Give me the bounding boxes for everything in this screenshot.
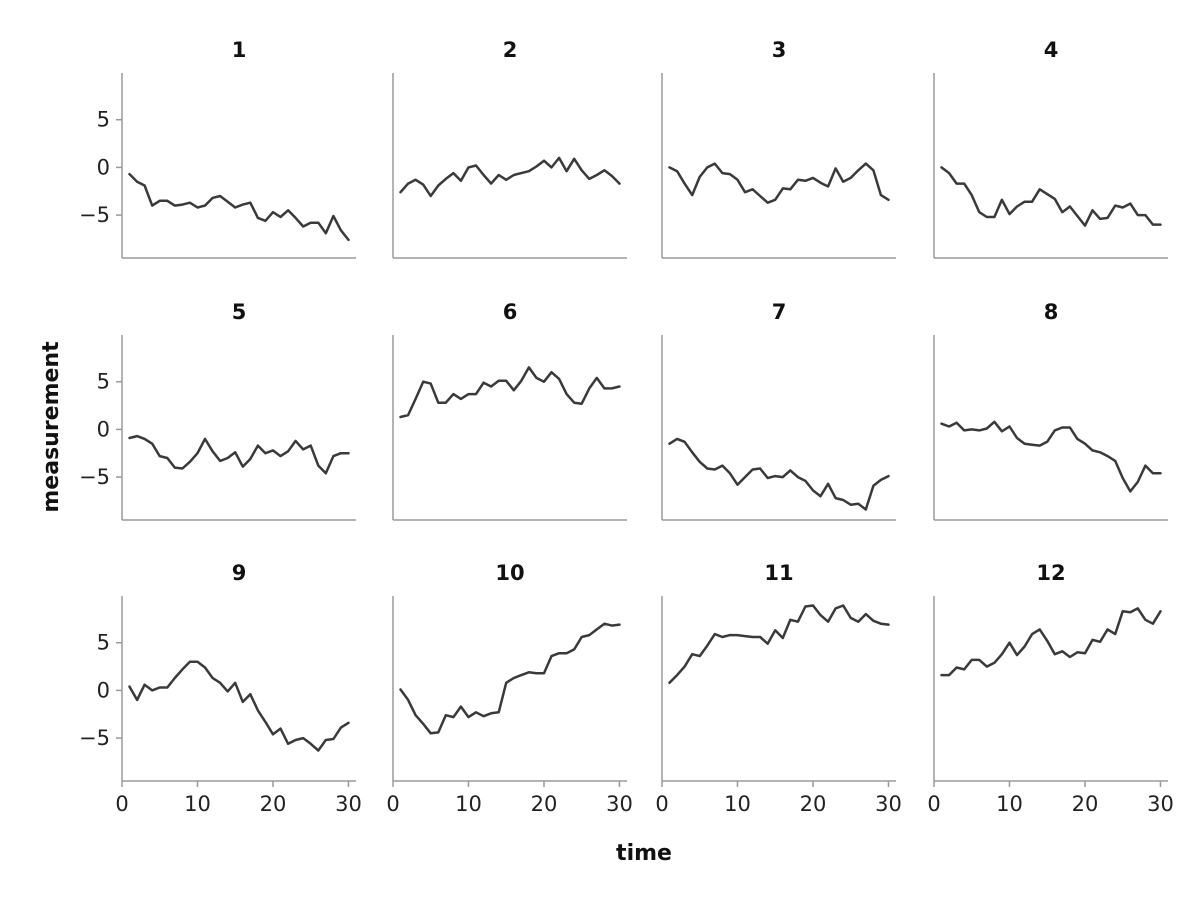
y-tick-label: 5 (97, 108, 110, 132)
y-tick-label: −5 (79, 726, 110, 750)
facet-panel-10: 10 0 10 20 30 (386, 561, 633, 816)
panel-title: 11 (764, 561, 793, 585)
panel-title: 6 (503, 300, 518, 324)
facet-panel-6: 6 (393, 300, 627, 520)
series-line-11 (670, 606, 889, 683)
x-axis-title: time (616, 841, 672, 866)
x-tick-label: 10 (996, 792, 1023, 816)
x-tick-label: 20 (800, 792, 827, 816)
facet-panel-3: 3 (662, 38, 896, 258)
panel-title: 1 (232, 38, 247, 62)
series-line-1 (130, 174, 349, 240)
x-tick-label: 30 (335, 792, 362, 816)
series-line-6 (401, 367, 620, 417)
panel-title: 2 (503, 38, 518, 62)
x-tick-label: 10 (184, 792, 211, 816)
y-tick-label: 5 (97, 370, 110, 394)
y-tick-label: 0 (97, 678, 110, 702)
series-line-10 (401, 624, 620, 734)
series-line-12 (942, 608, 1161, 675)
facet-panel-2: 2 (393, 38, 627, 258)
facet-panel-11: 11 0 10 20 30 (655, 561, 902, 816)
x-tick-label: 30 (1147, 792, 1174, 816)
x-tick-label: 20 (260, 792, 287, 816)
facet-panel-7: 7 (662, 300, 896, 520)
y-tick-label: −5 (79, 465, 110, 489)
facet-panels: 1 −5 0 5 2 3 4 5 −5 0 5 6 7 8 9 −5 0 5 0 10 20 30 10 0 10 20 30 11 0… (79, 38, 1174, 816)
x-tick-label: 20 (531, 792, 558, 816)
series-line-7 (670, 439, 889, 510)
series-line-2 (401, 158, 620, 196)
facet-panel-4: 4 (934, 38, 1168, 258)
x-tick-label: 0 (927, 792, 940, 816)
panel-title: 4 (1044, 38, 1059, 62)
facet-panel-8: 8 (934, 300, 1168, 520)
y-tick-label: 0 (97, 155, 110, 179)
panel-title: 9 (232, 561, 247, 585)
x-tick-label: 10 (455, 792, 482, 816)
y-tick-label: 0 (97, 417, 110, 441)
facet-panel-5: 5 −5 0 5 (79, 300, 356, 520)
series-line-8 (942, 422, 1161, 492)
x-tick-label: 0 (655, 792, 668, 816)
panel-title: 5 (232, 300, 247, 324)
series-line-5 (130, 436, 349, 473)
x-tick-label: 20 (1072, 792, 1099, 816)
y-tick-label: 5 (97, 631, 110, 655)
panel-title: 12 (1036, 561, 1065, 585)
facet-panel-1: 1 −5 0 5 (79, 38, 356, 258)
facet-panel-12: 12 0 10 20 30 (927, 561, 1174, 816)
panel-title: 8 (1044, 300, 1059, 324)
series-line-3 (670, 164, 889, 203)
x-tick-label: 10 (724, 792, 751, 816)
panel-title: 7 (772, 300, 787, 324)
facet-panel-9: 9 −5 0 5 0 10 20 30 (79, 561, 362, 816)
x-tick-label: 30 (606, 792, 633, 816)
y-tick-label: −5 (79, 203, 110, 227)
x-tick-label: 0 (115, 792, 128, 816)
panel-title: 10 (495, 561, 524, 585)
x-tick-label: 0 (386, 792, 399, 816)
series-line-9 (130, 662, 349, 751)
y-axis-title: measurement (39, 341, 64, 513)
x-tick-label: 30 (875, 792, 902, 816)
panel-title: 3 (772, 38, 787, 62)
series-line-4 (942, 167, 1161, 225)
